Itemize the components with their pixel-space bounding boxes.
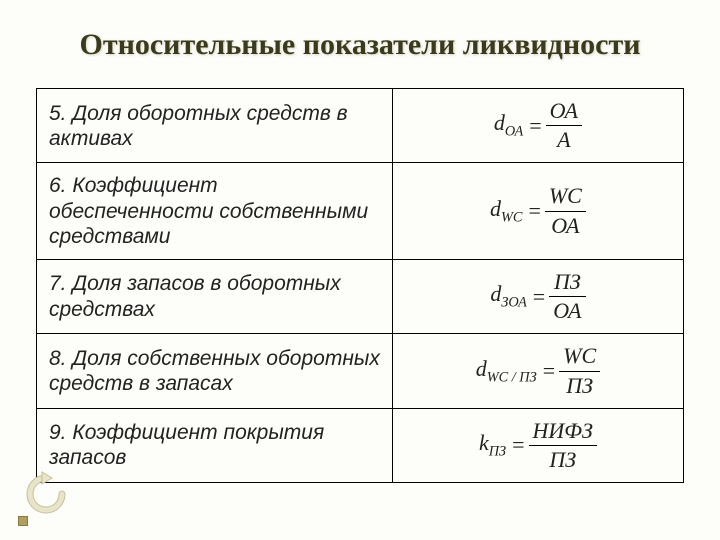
indicator-label: 8. Доля собственных оборотных средств в … xyxy=(37,334,393,408)
table-row: 8. Доля собственных оборотных средств в … xyxy=(37,334,684,408)
table-row: 5. Доля оборотных средств в активах dОА=… xyxy=(37,89,684,163)
indicators-table: 5. Доля оборотных средств в активах dОА=… xyxy=(36,88,684,483)
indicator-formula: dWC=WCОА xyxy=(392,163,683,260)
table-row: 9. Коэффициент покрытия запасов kПЗ=НИФЗ… xyxy=(37,408,684,482)
indicator-label: 7. Доля запасов в оборотных средствах xyxy=(37,259,393,333)
refresh-icon xyxy=(22,470,70,518)
indicator-formula: dWC / ПЗ=WCПЗ xyxy=(392,334,683,408)
table-row: 6. Коэффициент обеспеченности собственны… xyxy=(37,163,684,260)
indicator-label: 6. Коэффициент обеспеченности собственны… xyxy=(37,163,393,260)
indicator-formula: kПЗ=НИФЗПЗ xyxy=(392,408,683,482)
slide-bullet-icon xyxy=(18,516,28,526)
indicator-formula: dОА=ОАА xyxy=(392,89,683,163)
indicator-label: 5. Доля оборотных средств в активах xyxy=(37,89,393,163)
indicator-label: 9. Коэффициент покрытия запасов xyxy=(37,408,393,482)
page-title: Относительные показатели ликвидности xyxy=(36,28,684,62)
table-row: 7. Доля запасов в оборотных средствах dЗ… xyxy=(37,259,684,333)
slide: Относительные показатели ликвидности 5. … xyxy=(0,0,720,540)
indicator-formula: dЗОА=ПЗОА xyxy=(392,259,683,333)
